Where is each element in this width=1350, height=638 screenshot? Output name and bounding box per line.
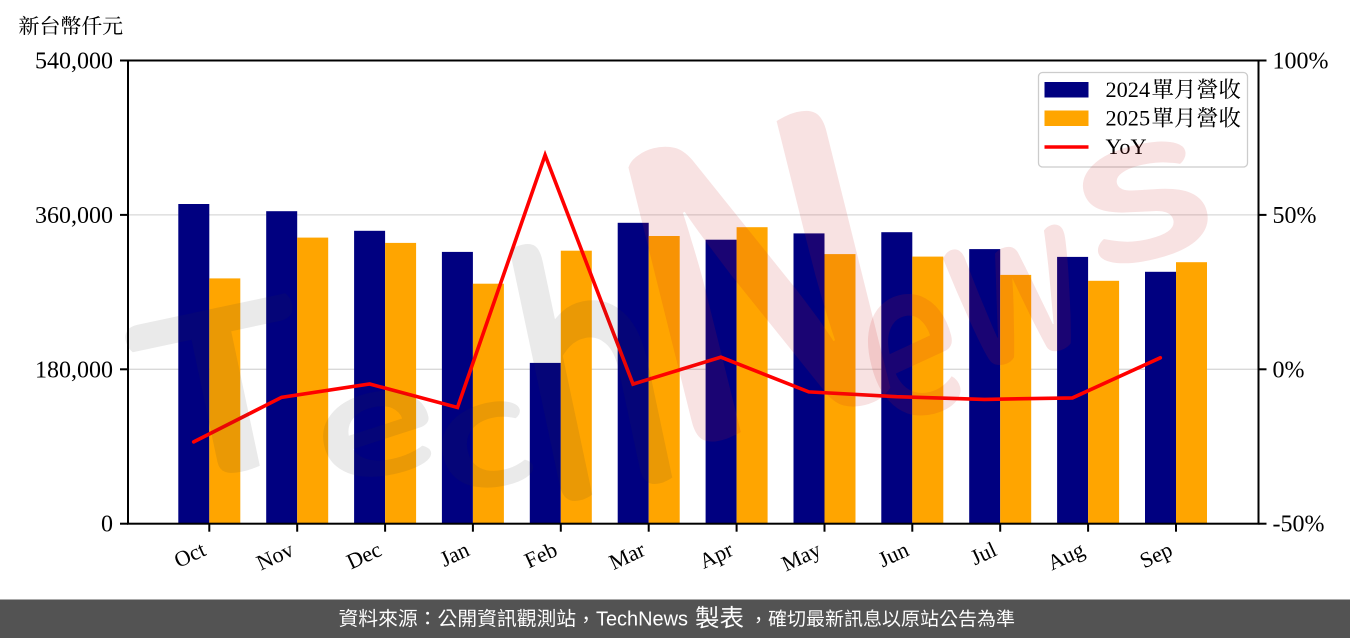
svg-text:0%: 0% — [1273, 357, 1305, 383]
svg-text:100%: 100% — [1273, 49, 1329, 75]
svg-text:180,000: 180,000 — [35, 357, 113, 383]
svg-text:0: 0 — [101, 512, 113, 538]
svg-text:50%: 50% — [1273, 203, 1317, 229]
svg-text:2024: 2024 — [1106, 77, 1151, 102]
svg-text:TechNews: TechNews — [596, 609, 688, 631]
svg-text:2025: 2025 — [1106, 106, 1151, 131]
svg-text:540,000: 540,000 — [35, 49, 113, 75]
svg-text:-50%: -50% — [1273, 512, 1325, 538]
svg-text:360,000: 360,000 — [35, 203, 113, 229]
